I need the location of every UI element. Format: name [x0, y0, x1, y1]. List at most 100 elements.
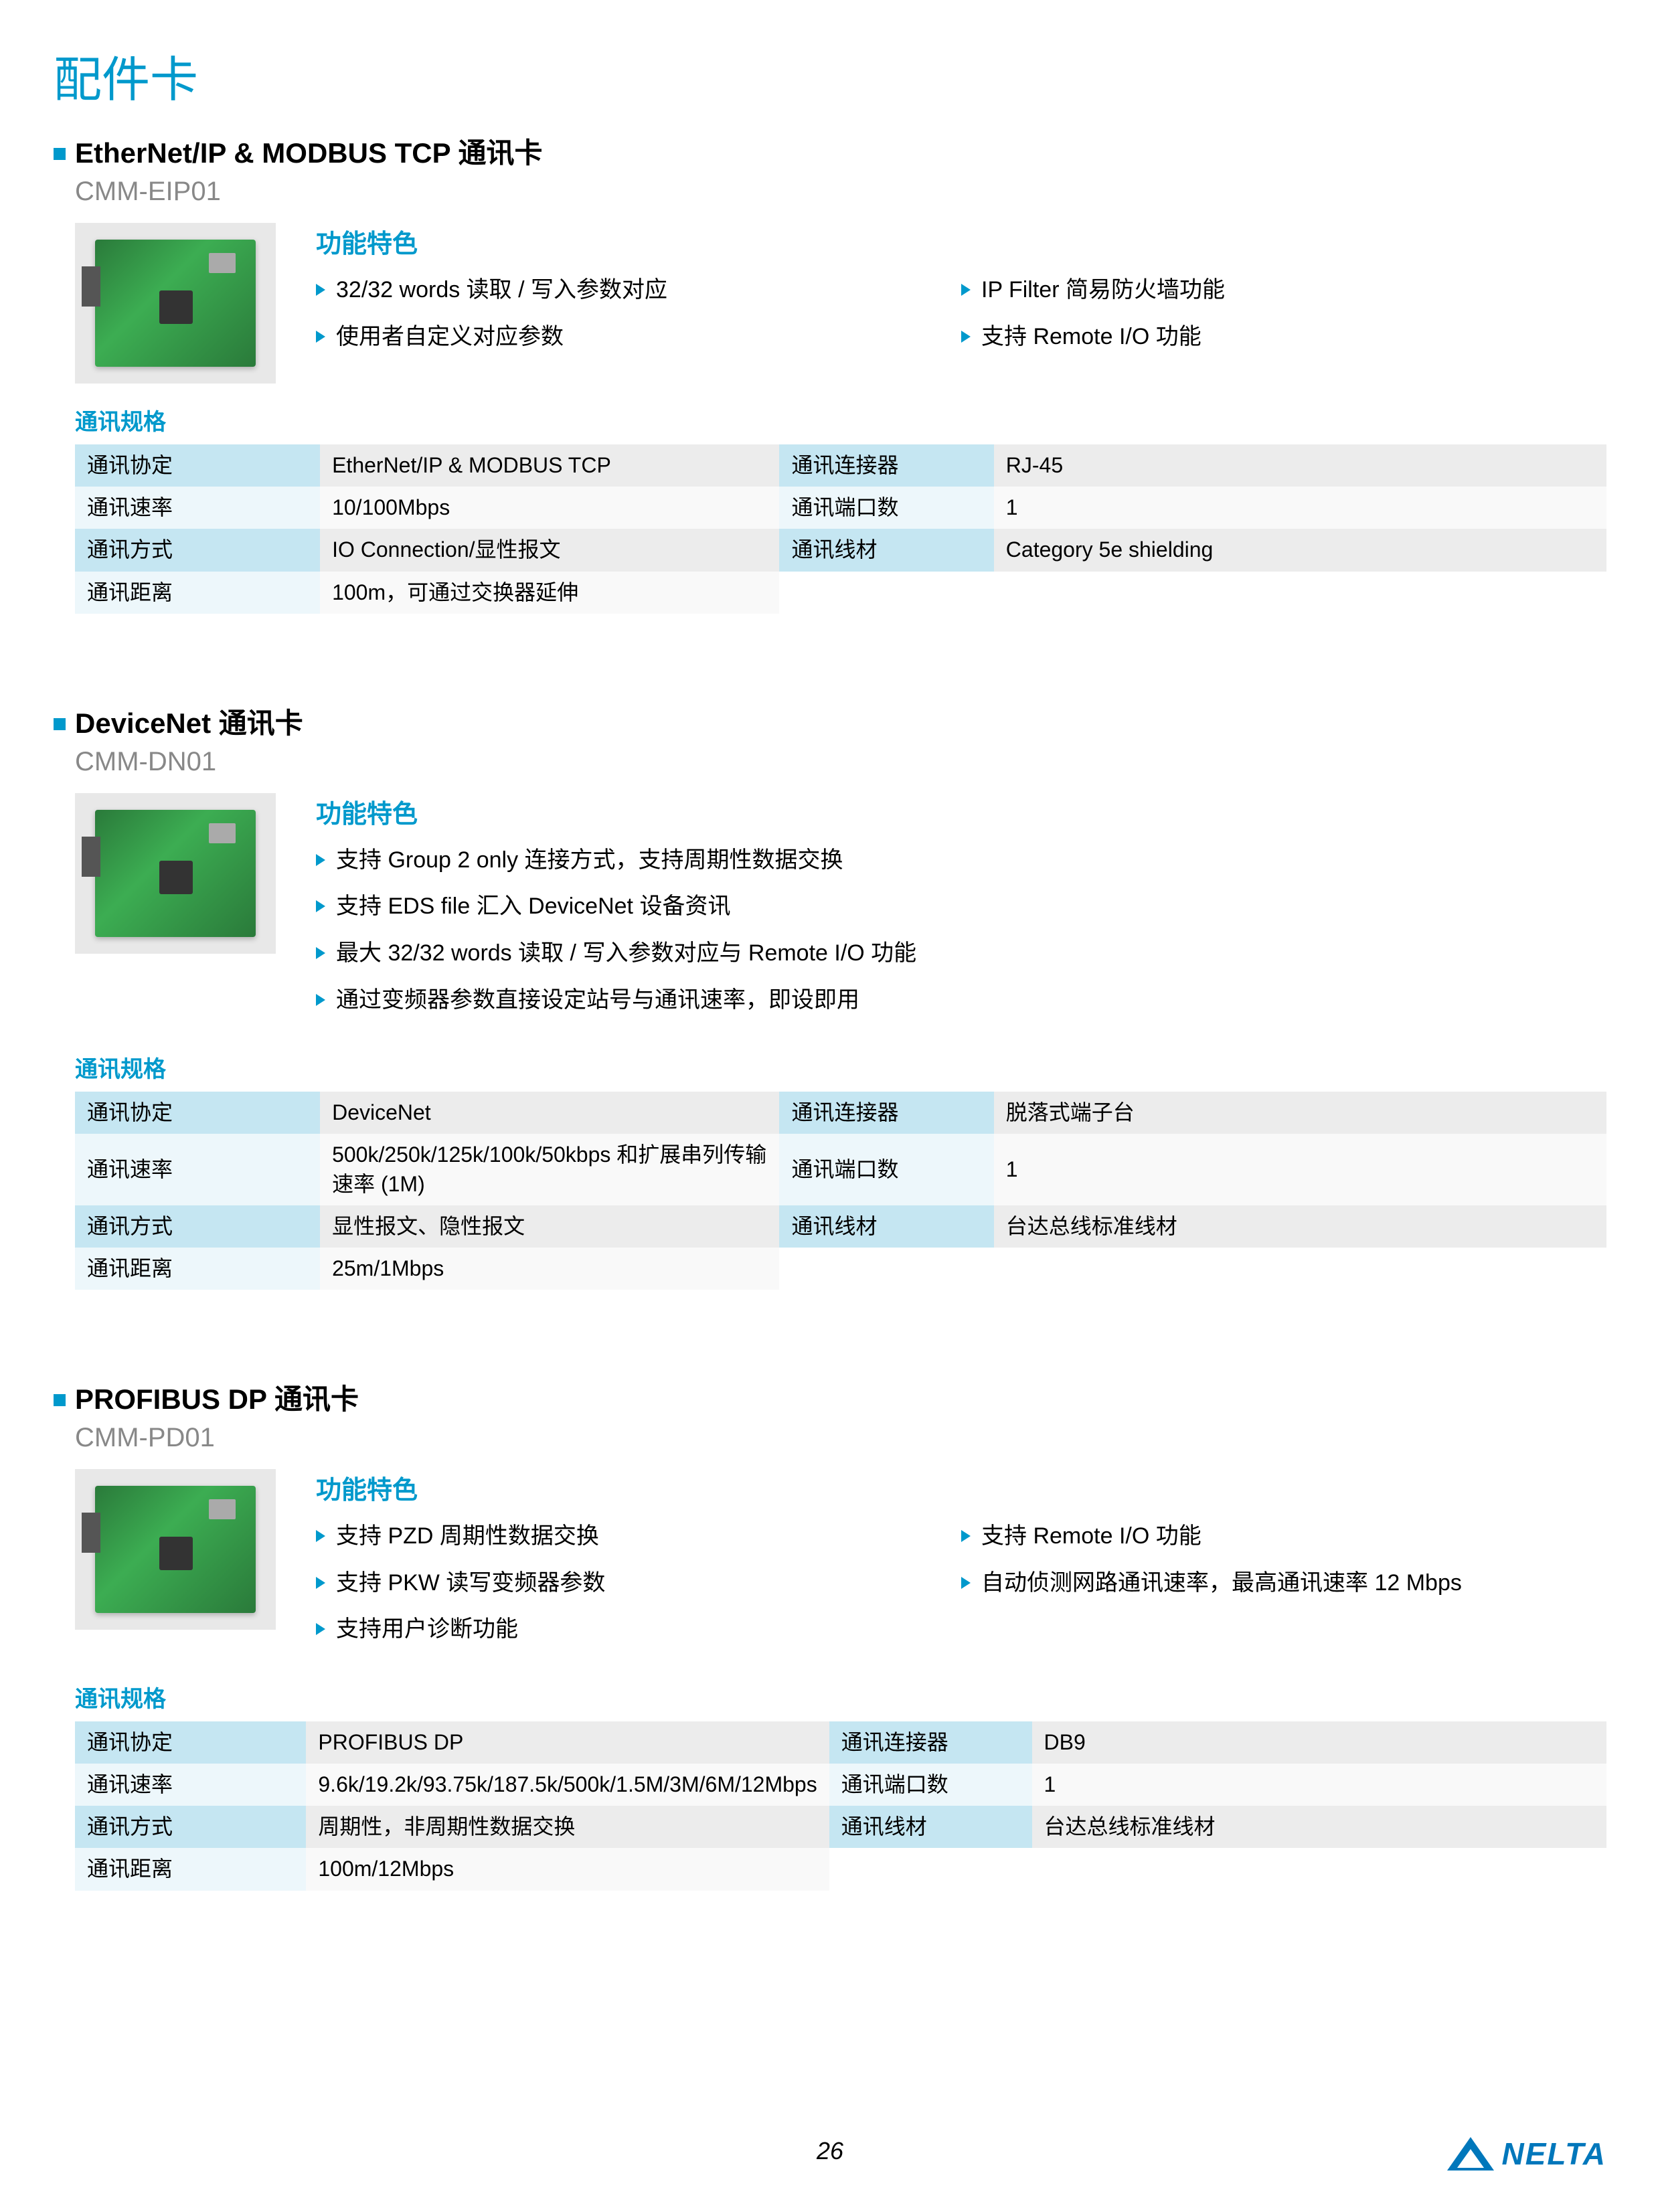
spec-value: DeviceNet: [320, 1092, 779, 1134]
table-row: 通讯速率10/100Mbps通讯端口数1: [75, 487, 1606, 529]
feature-text: IP Filter 简易防火墙功能: [981, 274, 1225, 307]
delta-triangle-icon: [1447, 2137, 1494, 2171]
spec-value: 1: [994, 1134, 1606, 1205]
brand-text: NELTA: [1502, 2136, 1607, 2172]
spec-label: 通讯方式: [75, 1806, 306, 1848]
feature-item: 支持 PKW 读写变频器参数: [316, 1567, 961, 1600]
spec-label: 通讯距离: [75, 1248, 320, 1290]
spec-value: 1: [994, 487, 1606, 529]
feature-text: 支持 EDS file 汇入 DeviceNet 设备资讯: [336, 891, 730, 923]
spec-label: 通讯距离: [75, 1848, 306, 1890]
feature-item: 支持 PZD 周期性数据交换: [316, 1521, 961, 1553]
spec-value: 500k/250k/125k/100k/50kbps 和扩展串列传输速率 (1M…: [320, 1134, 779, 1205]
square-bullet-icon: [54, 718, 66, 730]
table-row: 通讯方式显性报文、隐性报文通讯线材台达总线标准线材: [75, 1205, 1606, 1248]
card-section: PROFIBUS DP 通讯卡CMM-PD01 功能特色支持 PZD 周期性数据…: [54, 1377, 1606, 1891]
pcb-image: [75, 1469, 276, 1630]
model-number: CMM-PD01: [75, 1423, 1606, 1453]
feature-item: IP Filter 简易防火墙功能: [961, 274, 1606, 307]
table-row: 通讯协定EtherNet/IP & MODBUS TCP通讯连接器RJ-45: [75, 444, 1606, 487]
spec-label: 通讯线材: [779, 529, 993, 571]
spec-label: 通讯协定: [75, 1092, 320, 1134]
spec-label: 通讯方式: [75, 1205, 320, 1248]
features-heading: 功能特色: [316, 1469, 1606, 1506]
spec-label: [829, 1848, 1032, 1890]
spec-value: PROFIBUS DP: [306, 1721, 829, 1764]
feature-item: 支持 Group 2 only 连接方式，支持周期性数据交换: [316, 845, 1606, 877]
spec-value: RJ-45: [994, 444, 1606, 487]
spec-table: 通讯协定DeviceNet通讯连接器脱落式端子台通讯速率500k/250k/12…: [75, 1092, 1606, 1290]
triangle-bullet-icon: [316, 994, 325, 1006]
triangle-bullet-icon: [316, 947, 325, 959]
model-number: CMM-DN01: [75, 747, 1606, 777]
card-section: EtherNet/IP & MODBUS TCP 通讯卡CMM-EIP01 功能…: [54, 131, 1606, 614]
triangle-bullet-icon: [961, 1577, 971, 1589]
feature-item: 支持 EDS file 汇入 DeviceNet 设备资讯: [316, 891, 1606, 923]
feature-text: 通过变频器参数直接设定站号与通讯速率，即设即用: [336, 985, 859, 1017]
triangle-bullet-icon: [961, 331, 971, 343]
spec-value: DB9: [1032, 1721, 1607, 1764]
spec-value: 100m，可通过交换器延伸: [320, 572, 779, 614]
spec-label: 通讯端口数: [779, 1134, 993, 1205]
feature-text: 支持 Group 2 only 连接方式，支持周期性数据交换: [336, 845, 843, 877]
spec-label: 通讯速率: [75, 1134, 320, 1205]
triangle-bullet-icon: [961, 284, 971, 296]
spec-value: 1: [1032, 1764, 1607, 1806]
table-row: 通讯方式IO Connection/显性报文通讯线材Category 5e sh…: [75, 529, 1606, 571]
spec-label: 通讯速率: [75, 1764, 306, 1806]
spec-label: [779, 572, 993, 614]
section-title: DeviceNet 通讯卡: [75, 701, 303, 742]
table-row: 通讯距离100m/12Mbps: [75, 1848, 1606, 1890]
spec-value: 台达总线标准线材: [1032, 1806, 1607, 1848]
table-row: 通讯协定PROFIBUS DP通讯连接器DB9: [75, 1721, 1606, 1764]
spec-value: 台达总线标准线材: [994, 1205, 1606, 1248]
spec-value: 100m/12Mbps: [306, 1848, 829, 1890]
table-row: 通讯速率500k/250k/125k/100k/50kbps 和扩展串列传输速率…: [75, 1134, 1606, 1205]
spec-label: 通讯端口数: [779, 487, 993, 529]
triangle-bullet-icon: [316, 1577, 325, 1589]
table-row: 通讯协定DeviceNet通讯连接器脱落式端子台: [75, 1092, 1606, 1134]
spec-table: 通讯协定PROFIBUS DP通讯连接器DB9通讯速率9.6k/19.2k/93…: [75, 1721, 1606, 1891]
spec-heading: 通讯规格: [75, 404, 1606, 436]
feature-item: 最大 32/32 words 读取 / 写入参数对应与 Remote I/O 功…: [316, 938, 1606, 970]
spec-heading: 通讯规格: [75, 1681, 1606, 1713]
pcb-image: [75, 223, 276, 384]
feature-item: 支持 Remote I/O 功能: [961, 1521, 1606, 1553]
spec-value: 10/100Mbps: [320, 487, 779, 529]
features-heading: 功能特色: [316, 793, 1606, 830]
feature-item: 通过变频器参数直接设定站号与通讯速率，即设即用: [316, 985, 1606, 1017]
table-row: 通讯速率9.6k/19.2k/93.75k/187.5k/500k/1.5M/3…: [75, 1764, 1606, 1806]
spec-label: 通讯速率: [75, 487, 320, 529]
feature-item: 支持 Remote I/O 功能: [961, 321, 1606, 353]
spec-label: 通讯端口数: [829, 1764, 1032, 1806]
table-row: 通讯方式周期性，非周期性数据交换通讯线材台达总线标准线材: [75, 1806, 1606, 1848]
section-title: EtherNet/IP & MODBUS TCP 通讯卡: [75, 131, 543, 171]
triangle-bullet-icon: [316, 1530, 325, 1542]
table-row: 通讯距离100m，可通过交换器延伸: [75, 572, 1606, 614]
feature-text: 最大 32/32 words 读取 / 写入参数对应与 Remote I/O 功…: [336, 938, 916, 970]
pcb-image: [75, 793, 276, 954]
triangle-bullet-icon: [316, 284, 325, 296]
spec-label: 通讯连接器: [779, 1092, 993, 1134]
spec-label: 通讯线材: [779, 1205, 993, 1248]
spec-label: 通讯协定: [75, 444, 320, 487]
feature-item: 使用者自定义对应参数: [316, 321, 961, 353]
spec-label: 通讯连接器: [829, 1721, 1032, 1764]
feature-text: 自动侦测网路通讯速率，最高通讯速率 12 Mbps: [981, 1567, 1462, 1600]
square-bullet-icon: [54, 1394, 66, 1406]
feature-item: 支持用户诊断功能: [316, 1614, 961, 1646]
triangle-bullet-icon: [316, 331, 325, 343]
feature-item: 自动侦测网路通讯速率，最高通讯速率 12 Mbps: [961, 1567, 1606, 1600]
feature-text: 支持 PKW 读写变频器参数: [336, 1567, 605, 1600]
spec-value: 显性报文、隐性报文: [320, 1205, 779, 1248]
spec-heading: 通讯规格: [75, 1051, 1606, 1084]
spec-value: IO Connection/显性报文: [320, 529, 779, 571]
triangle-bullet-icon: [316, 854, 325, 866]
feature-text: 支持 Remote I/O 功能: [981, 321, 1201, 353]
table-row: 通讯距离25m/1Mbps: [75, 1248, 1606, 1290]
triangle-bullet-icon: [961, 1530, 971, 1542]
spec-label: [779, 1248, 993, 1290]
model-number: CMM-EIP01: [75, 177, 1606, 207]
page-number: 26: [817, 2137, 843, 2165]
feature-text: 支持 PZD 周期性数据交换: [336, 1521, 599, 1553]
